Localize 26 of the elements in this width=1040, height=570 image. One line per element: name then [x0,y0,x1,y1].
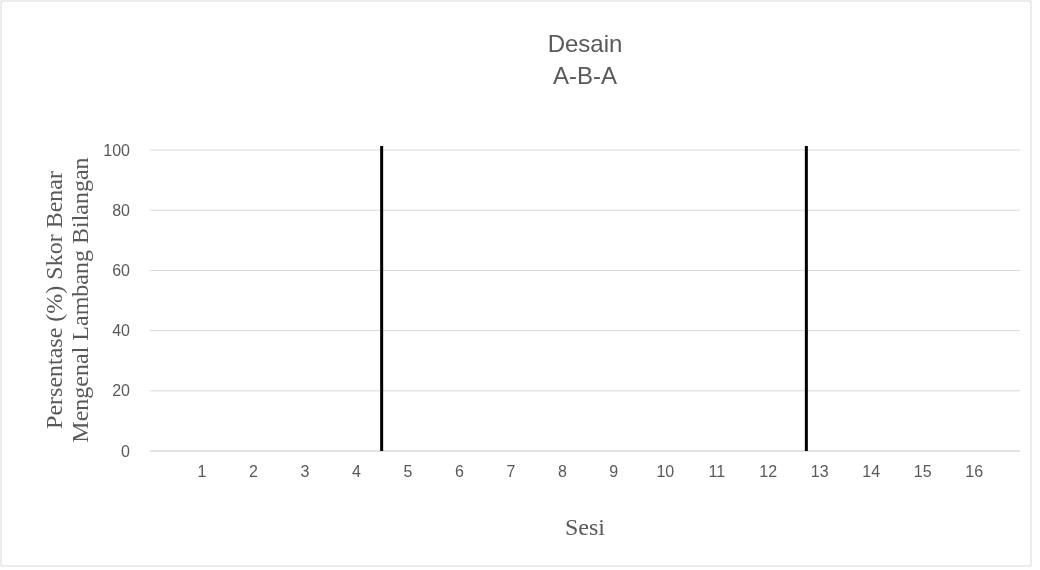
y-tick-label: 100 [103,141,131,159]
x-tick-label: 9 [609,463,619,481]
x-tick-label: 8 [557,463,567,481]
x-axis-title: Sesi [564,514,606,540]
y-axis-title: Persentase (%) Skor Benar Mengenal Lambang Bilangan [41,157,93,443]
x-tick-label: 3 [300,463,310,481]
x-tick-label: 14 [862,463,881,481]
x-tick-label: 13 [810,463,829,481]
x-tick-label: 6 [454,463,464,481]
x-tick-label: 15 [913,463,932,481]
x-tick-label: 11 [708,463,726,481]
x-tick-label: 12 [759,463,778,481]
y-tick-label: 0 [121,442,131,460]
x-tick-label: 5 [403,463,413,481]
y-tick-label: 20 [112,382,131,400]
x-tick-label: 16 [965,463,984,481]
chart-subtitle: A-B-A [552,62,618,89]
y-tick-label: 80 [112,201,131,219]
x-tick-label: 10 [656,463,675,481]
chart-title: Desain [547,30,623,57]
x-tick-label: 4 [351,463,361,481]
y-tick-label: 40 [112,322,131,340]
x-tick-label: 2 [249,463,259,481]
y-tick-label: 60 [112,262,131,280]
x-tick-label: 7 [506,463,516,481]
x-tick-label: 1 [197,463,207,481]
